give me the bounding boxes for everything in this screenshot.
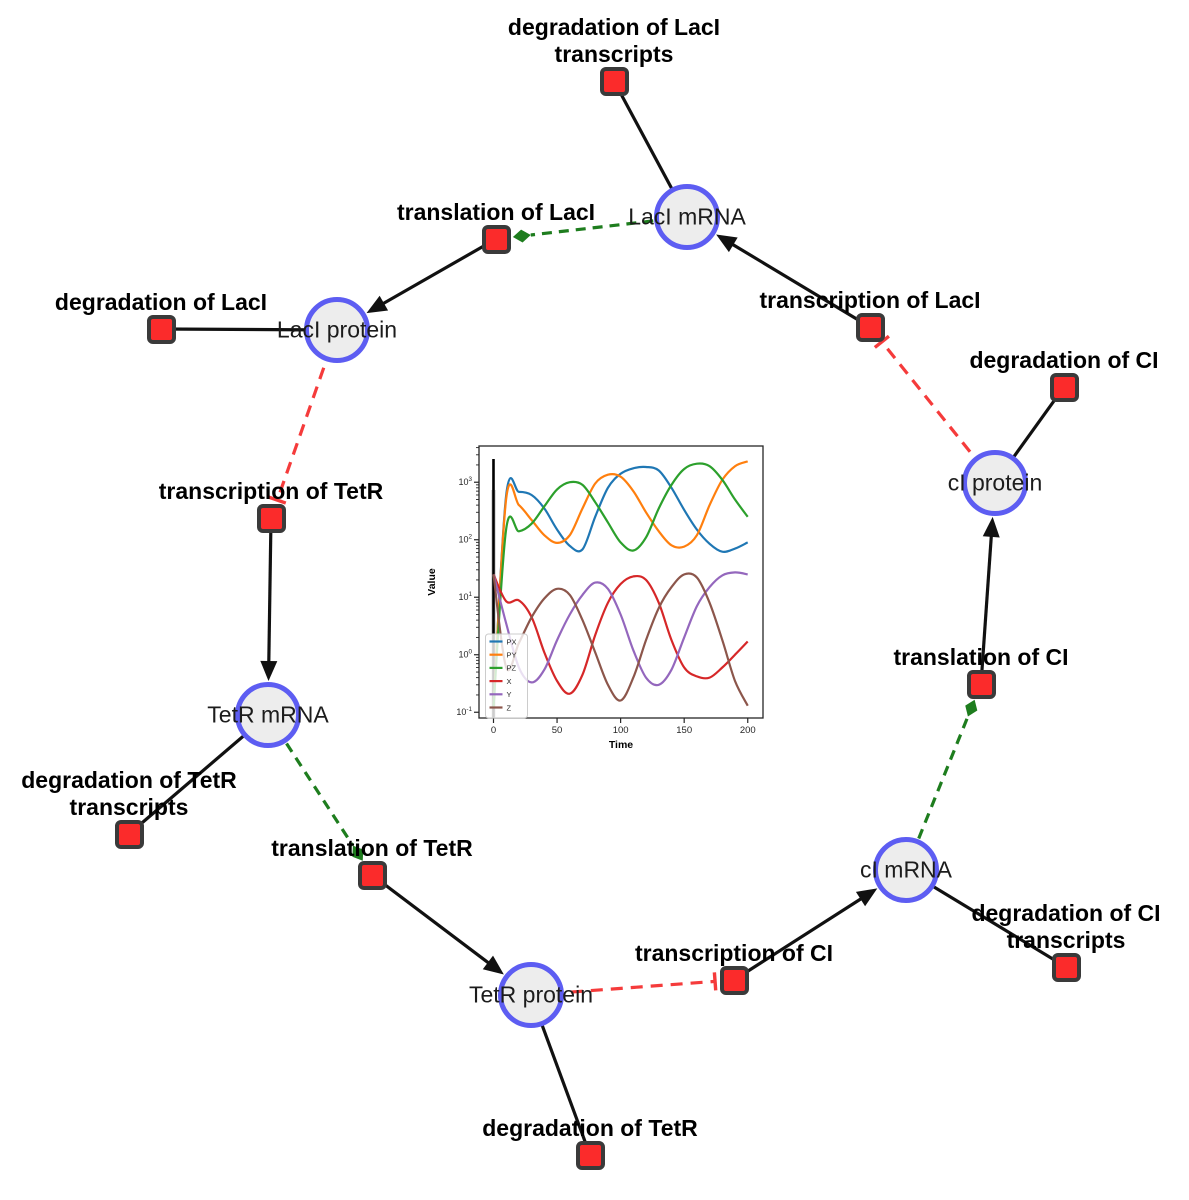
- y-tick-label: 100: [458, 649, 472, 660]
- reaction-node-transl-tetr[interactable]: [357, 860, 387, 890]
- reaction-label-line: transcription of CI: [634, 940, 834, 966]
- reaction-node-deg-laci[interactable]: [146, 314, 176, 344]
- species-node-tetr-mrna[interactable]: [235, 682, 301, 748]
- reaction-node-deg-ci-tx[interactable]: [1051, 952, 1081, 982]
- edge-transl-laci-laci-protein[interactable]: [366, 237, 497, 314]
- legend-entry-X: X: [507, 677, 512, 686]
- edge-tx-laci-laci-mrna[interactable]: [716, 234, 871, 329]
- reaction-label-line: transcription of LacI: [759, 287, 981, 313]
- x-tick-label: 0: [491, 725, 496, 736]
- reaction-label-tx-laci: transcription of LacI: [759, 287, 980, 314]
- reaction-label-line: degradation of CI: [971, 900, 1161, 926]
- species-node-laci-mrna[interactable]: [654, 184, 720, 250]
- reaction-label-line: translation of CI: [893, 644, 1069, 670]
- reaction-node-transl-laci[interactable]: [481, 224, 511, 254]
- series-line-PY: [492, 460, 749, 708]
- series-line-PX: [492, 465, 749, 708]
- species-node-laci-protein[interactable]: [304, 297, 370, 363]
- reaction-node-tx-tetr[interactable]: [256, 503, 286, 533]
- reaction-label-deg-ci: degradation of CI: [969, 347, 1158, 374]
- edge-tx-ci-ci-mrna[interactable]: [733, 888, 878, 982]
- reaction-label-line: translation of LacI: [396, 199, 596, 225]
- inset-plot: 0 50 100 150 20010-1100101102103TimeValuePXP…: [426, 445, 764, 751]
- reaction-label-transl-tetr: translation of TetR: [271, 835, 472, 862]
- legend: PX PY PZ XYZ: [485, 633, 528, 719]
- y-tick-label: 10-1: [456, 706, 472, 717]
- legend-entry-PY: PY: [507, 651, 517, 660]
- reaction-label-line: transcripts: [1006, 927, 1126, 953]
- reaction-label-deg-tetr-tx: degradation of TetR transcripts: [21, 767, 237, 821]
- legend-entry-Y: Y: [507, 690, 512, 699]
- reaction-label-transl-laci: translation of LacI: [397, 199, 595, 226]
- x-tick-label: 50: [552, 725, 563, 736]
- reaction-label-line: degradation of CI: [969, 347, 1159, 373]
- series-line-Z: [492, 572, 749, 707]
- reaction-label-line: degradation of LacI: [507, 14, 721, 40]
- reaction-label-deg-ci-tx: degradation of CI transcripts: [971, 900, 1160, 954]
- series-line-X: [492, 573, 749, 695]
- x-tick-label: 150: [676, 725, 692, 736]
- reaction-label-line: transcription of TetR: [158, 478, 384, 504]
- reaction-label-line: degradation of TetR: [482, 1115, 698, 1141]
- species-node-tetr-protein[interactable]: [498, 962, 564, 1028]
- reaction-label-deg-tetr: degradation of TetR: [482, 1115, 698, 1142]
- reaction-node-tx-laci[interactable]: [855, 312, 885, 342]
- species-label-ci-protein: cI protein: [947, 469, 1043, 496]
- reaction-label-tx-ci: transcription of CI: [635, 940, 833, 967]
- species-label-ci-mrna: cI mRNA: [860, 856, 952, 883]
- reaction-node-deg-laci-tx[interactable]: [599, 66, 629, 96]
- reaction-label-line: degradation of TetR: [21, 767, 237, 793]
- reaction-label-line: degradation of LacI: [54, 289, 268, 315]
- y-tick-label: 103: [458, 476, 472, 487]
- species-label-laci-protein: LacI protein: [276, 316, 398, 343]
- y-axis-label: Value: [426, 568, 438, 596]
- edge-transl-tetr-tetr-protein[interactable]: [371, 873, 504, 975]
- y-tick-label: 101: [458, 591, 472, 602]
- species-label-laci-mrna: LacI mRNA: [628, 203, 746, 230]
- x-tick-label: 200: [740, 725, 756, 736]
- reaction-label-line: transcripts: [554, 41, 674, 67]
- species-label-tetr-protein: TetR protein: [468, 981, 594, 1008]
- reaction-node-deg-tetr-tx[interactable]: [114, 819, 144, 849]
- reaction-label-line: translation of TetR: [271, 835, 473, 861]
- y-tick-label: 102: [458, 534, 472, 545]
- reaction-node-deg-ci[interactable]: [1049, 372, 1079, 402]
- x-axis-label: Time: [609, 739, 633, 751]
- reaction-label-tx-tetr: transcription of TetR: [159, 478, 383, 505]
- legend-entry-PZ: PZ: [507, 664, 517, 673]
- edge-transl-ci-ci-protein[interactable]: [979, 516, 1000, 685]
- reaction-label-deg-laci: degradation of LacI: [55, 289, 267, 316]
- species-label-tetr-mrna: TetR mRNA: [207, 701, 329, 728]
- legend-entry-PX: PX: [507, 637, 517, 646]
- species-node-ci-protein[interactable]: [962, 450, 1028, 516]
- x-tick-label: 100: [613, 725, 629, 736]
- reaction-node-tx-ci[interactable]: [719, 965, 749, 995]
- reaction-node-transl-ci[interactable]: [966, 669, 996, 699]
- chart-curves: [492, 460, 749, 708]
- series-line-PZ: [492, 462, 749, 708]
- edge-tx-tetr-tetr-mrna[interactable]: [260, 517, 278, 682]
- edge-ci-mrna-transl-ci[interactable]: [904, 699, 978, 871]
- reaction-label-line: transcripts: [69, 794, 189, 820]
- legend-entry-Z: Z: [507, 703, 512, 712]
- reaction-node-deg-tetr[interactable]: [575, 1140, 605, 1170]
- reaction-label-deg-laci-tx: degradation of LacI transcripts: [508, 14, 720, 68]
- reaction-label-transl-ci: translation of CI: [893, 644, 1068, 671]
- species-node-ci-mrna[interactable]: [873, 837, 939, 903]
